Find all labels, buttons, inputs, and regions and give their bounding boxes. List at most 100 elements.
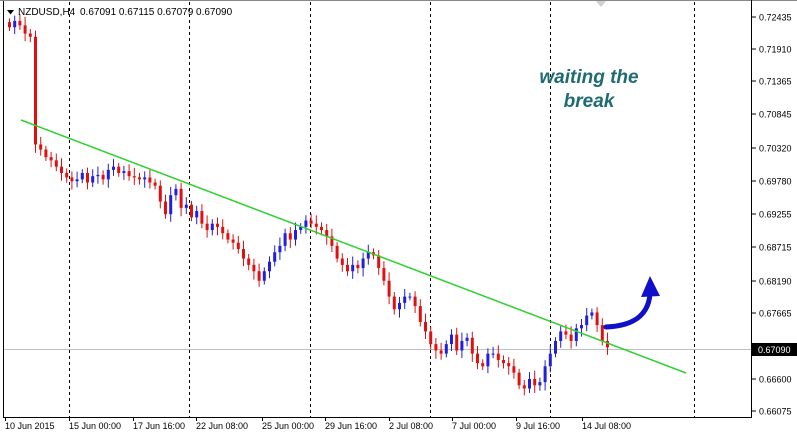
current-price-label: 0.67090	[758, 345, 791, 355]
candlestick-series	[8, 14, 609, 396]
time-tick-label: 7 Jul 00:00	[452, 421, 496, 431]
candle-bearish	[158, 185, 162, 202]
candle-bullish	[195, 211, 199, 218]
candle-bearish	[148, 177, 152, 183]
time-tick-label: 25 Jun 00:00	[262, 421, 314, 431]
candle-bearish	[65, 173, 69, 178]
chevron-down-icon[interactable]	[7, 10, 14, 15]
breakout-arrow	[603, 276, 660, 330]
candle-bullish	[13, 20, 17, 28]
price-tick-label: 0.71910	[759, 45, 792, 55]
candle-bullish	[169, 195, 173, 215]
candle-bullish	[590, 312, 594, 316]
candle-bullish	[408, 296, 412, 298]
candle-bullish	[585, 315, 589, 326]
price-tick-label: 0.70320	[759, 144, 792, 154]
candle-bearish	[600, 325, 604, 341]
candle-bullish	[351, 264, 355, 272]
candle-bullish	[465, 337, 469, 341]
candle-bearish	[18, 20, 22, 26]
candle-bullish	[450, 334, 453, 345]
period-separators	[69, 2, 695, 417]
candle-bearish	[455, 334, 459, 351]
time-tick-label: 14 Jul 08:00	[582, 421, 631, 431]
candle-bearish	[60, 166, 63, 174]
candle-bearish	[335, 245, 339, 259]
candle-bearish	[481, 363, 485, 367]
scroll-marker-icon[interactable]	[596, 1, 606, 7]
candle-bullish	[91, 176, 95, 183]
candle-bearish	[496, 353, 500, 360]
price-tick-label: 0.67665	[759, 309, 792, 319]
time-tick-label: 29 Jun 16:00	[325, 421, 377, 431]
candle-bullish	[361, 258, 365, 269]
candle-bearish	[387, 280, 391, 297]
candle-bullish	[491, 353, 495, 355]
candle-bearish	[325, 230, 329, 237]
candle-bearish	[205, 223, 209, 231]
descending-trendline[interactable]	[20, 119, 687, 374]
candle-bearish	[200, 211, 204, 224]
candle-bearish	[70, 177, 74, 182]
candle-bullish	[304, 220, 308, 227]
candle-bullish	[299, 226, 303, 231]
time-axis-labels: 10 Jun 2015 15 Jun 00:00 17 Jun 16:00 22 Ju…	[5, 417, 631, 431]
candle-bearish	[533, 378, 537, 386]
candle-bullish	[75, 179, 79, 182]
annotation-line-1: waiting the	[539, 67, 639, 88]
candle-bullish	[112, 166, 115, 170]
candle-bullish	[538, 382, 542, 386]
candle-bearish	[221, 226, 225, 234]
candle-bearish	[392, 296, 396, 310]
candle-bearish	[340, 258, 344, 265]
candle-bearish	[382, 268, 386, 281]
candle-bullish	[580, 325, 583, 329]
candle-bearish	[517, 372, 521, 386]
candle-bearish	[330, 236, 334, 246]
candle-bearish	[288, 233, 292, 240]
ohlc-readout: 0.67091 0.67115 0.67079 0.67090	[80, 7, 233, 18]
candle-bearish	[236, 242, 240, 250]
candle-bullish	[574, 328, 578, 341]
candle-bullish	[403, 296, 407, 303]
candle-bearish	[606, 340, 609, 348]
time-tick-label: 2 Jul 08:00	[389, 421, 433, 431]
price-tick-label: 0.68190	[759, 277, 792, 287]
candle-bearish	[502, 359, 505, 364]
candle-bearish	[434, 344, 438, 351]
candle-bullish	[398, 302, 401, 310]
candle-bullish	[174, 188, 178, 196]
candle-bearish	[564, 331, 568, 335]
candle-bullish	[96, 174, 100, 177]
price-tick-label: 0.69780	[759, 177, 792, 187]
candle-bullish	[444, 344, 448, 354]
candle-bearish	[314, 223, 318, 227]
price-tick-label: 0.69255	[759, 210, 792, 220]
candle-bullish	[460, 340, 464, 351]
candle-bullish	[143, 177, 147, 180]
candle-bearish	[309, 220, 313, 224]
candle-bearish	[476, 353, 479, 364]
candle-bearish	[44, 149, 48, 158]
candle-bullish	[262, 271, 266, 281]
candle-bearish	[429, 331, 433, 345]
candle-bearish	[595, 312, 599, 326]
candle-bearish	[252, 264, 256, 272]
candle-bearish	[117, 166, 121, 174]
candle-bearish	[28, 33, 32, 37]
candle-bullish	[184, 204, 188, 208]
candle-bearish	[179, 188, 183, 208]
candle-bullish	[486, 353, 490, 367]
candle-bearish	[101, 174, 105, 180]
candle-bearish	[34, 36, 37, 145]
time-tick-label: 9 Jul 16:00	[516, 421, 560, 431]
candle-bullish	[543, 366, 547, 383]
candle-bearish	[242, 249, 245, 259]
time-tick-label: 22 Jun 08:00	[196, 421, 248, 431]
candle-bullish	[106, 169, 110, 180]
candle-bearish	[231, 239, 235, 243]
candle-bearish	[127, 171, 131, 177]
candle-bearish	[424, 321, 427, 332]
price-tick-label: 0.66075	[759, 407, 792, 417]
